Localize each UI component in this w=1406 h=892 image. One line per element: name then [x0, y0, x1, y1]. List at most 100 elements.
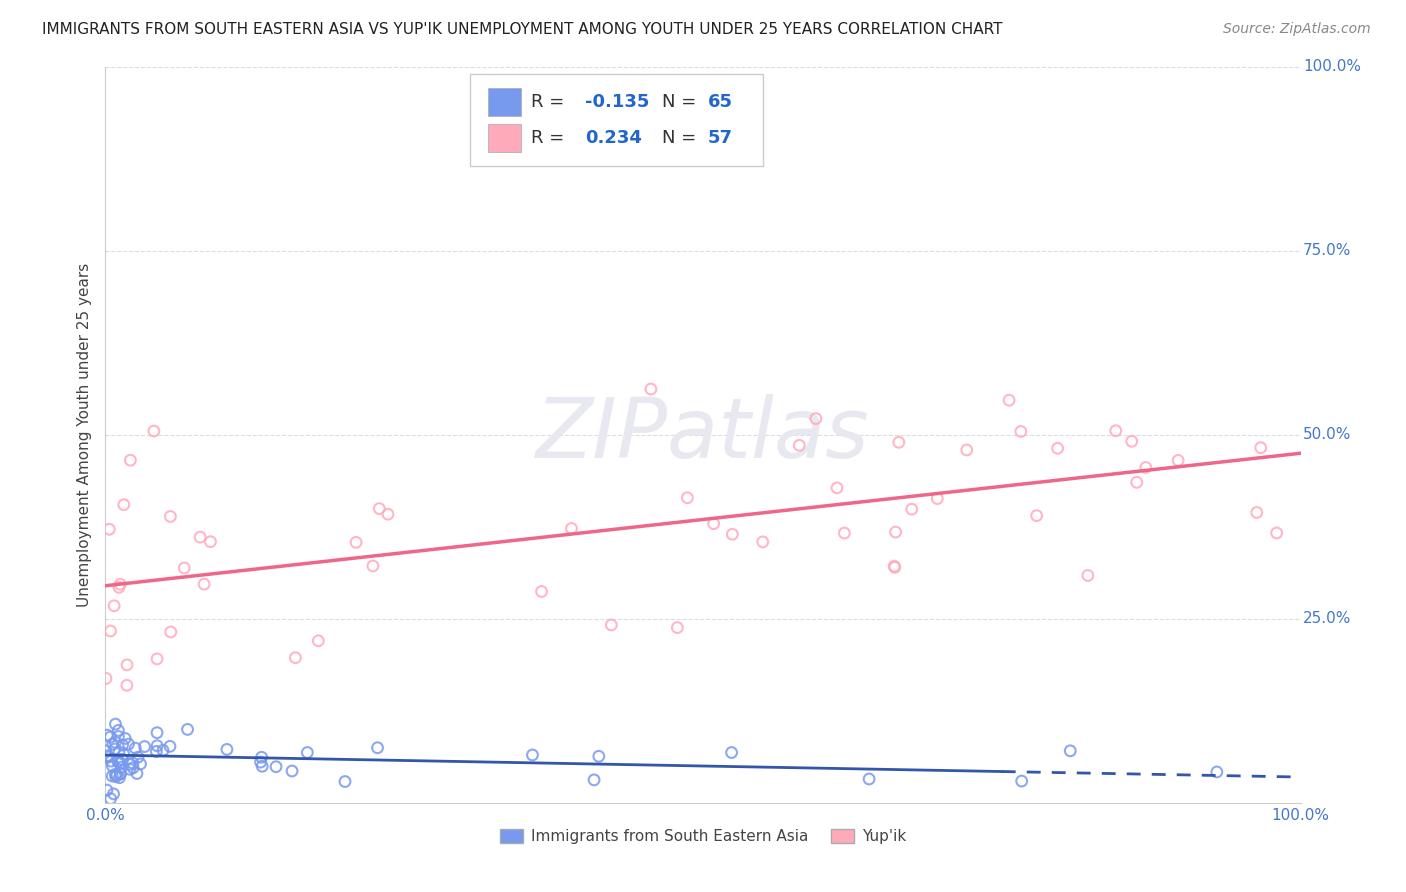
- Point: [104, 742, 127, 756]
- Point: [112, 498, 135, 512]
- Point: [100, 754, 122, 768]
- Point: [193, 577, 215, 591]
- Point: [249, 755, 271, 769]
- Point: [173, 561, 195, 575]
- Text: 0.234: 0.234: [585, 129, 641, 147]
- Legend: Immigrants from South Eastern Asia, Yup'ik: Immigrants from South Eastern Asia, Yup'…: [494, 823, 912, 850]
- Point: [159, 739, 181, 754]
- Point: [834, 526, 856, 541]
- Point: [1250, 441, 1272, 455]
- Text: R =: R =: [531, 94, 569, 112]
- Point: [264, 760, 287, 774]
- Point: [108, 771, 131, 785]
- Point: [1126, 475, 1149, 490]
- Point: [200, 534, 222, 549]
- Point: [215, 742, 238, 756]
- Point: [825, 481, 848, 495]
- Point: [377, 507, 399, 521]
- Point: [858, 772, 880, 786]
- Point: [1167, 453, 1189, 467]
- Point: [111, 738, 134, 752]
- Point: [122, 761, 145, 775]
- Point: [1135, 460, 1157, 475]
- Text: 75.0%: 75.0%: [1303, 244, 1351, 259]
- Point: [104, 717, 127, 731]
- Point: [284, 650, 307, 665]
- Point: [120, 453, 142, 467]
- Point: [121, 756, 143, 770]
- Point: [118, 757, 141, 772]
- Point: [666, 621, 689, 635]
- Point: [125, 766, 148, 780]
- Point: [884, 525, 907, 540]
- Point: [114, 731, 136, 746]
- Point: [101, 759, 124, 773]
- Point: [250, 759, 273, 773]
- Point: [107, 723, 129, 738]
- Point: [104, 735, 127, 749]
- Point: [145, 744, 167, 758]
- Point: [176, 723, 198, 737]
- Text: N =: N =: [662, 94, 703, 112]
- Point: [344, 535, 367, 549]
- Point: [100, 624, 122, 638]
- Point: [583, 772, 606, 787]
- Point: [108, 756, 131, 771]
- Point: [1046, 442, 1069, 456]
- Point: [104, 770, 127, 784]
- Point: [117, 737, 139, 751]
- Point: [160, 624, 183, 639]
- Point: [105, 768, 128, 782]
- Point: [96, 748, 118, 763]
- Text: ZIPatlas: ZIPatlas: [536, 394, 870, 475]
- Point: [101, 769, 124, 783]
- Point: [560, 521, 582, 535]
- Point: [108, 577, 131, 591]
- Point: [1025, 508, 1047, 523]
- Point: [1010, 425, 1032, 439]
- Point: [107, 754, 129, 768]
- Point: [956, 442, 979, 457]
- FancyBboxPatch shape: [470, 74, 762, 166]
- Point: [134, 739, 156, 754]
- Point: [110, 760, 132, 774]
- Point: [927, 491, 949, 506]
- Point: [703, 516, 725, 531]
- Text: -0.135: -0.135: [585, 94, 650, 112]
- Text: R =: R =: [531, 129, 569, 147]
- Point: [721, 527, 744, 541]
- Point: [887, 435, 910, 450]
- Point: [115, 657, 138, 672]
- Point: [104, 767, 127, 781]
- Point: [111, 752, 134, 766]
- Point: [94, 744, 117, 758]
- Point: [142, 424, 165, 438]
- Point: [368, 501, 391, 516]
- Point: [103, 599, 125, 613]
- Point: [97, 750, 120, 764]
- Y-axis label: Unemployment Among Youth under 25 years: Unemployment Among Youth under 25 years: [77, 263, 93, 607]
- Point: [107, 730, 129, 744]
- Text: 65: 65: [707, 94, 733, 112]
- Point: [720, 746, 742, 760]
- Point: [804, 411, 827, 425]
- Point: [1205, 764, 1227, 779]
- Point: [640, 382, 662, 396]
- Point: [297, 746, 319, 760]
- Point: [883, 559, 905, 574]
- Text: 25.0%: 25.0%: [1303, 611, 1351, 626]
- Point: [110, 767, 132, 781]
- Point: [129, 756, 152, 771]
- Point: [98, 522, 121, 536]
- Point: [100, 791, 122, 805]
- Point: [124, 741, 146, 756]
- Point: [107, 755, 129, 769]
- Text: Source: ZipAtlas.com: Source: ZipAtlas.com: [1223, 22, 1371, 37]
- Point: [752, 535, 775, 549]
- Point: [530, 584, 553, 599]
- Point: [127, 750, 149, 764]
- Point: [600, 618, 623, 632]
- Point: [1246, 506, 1268, 520]
- Text: N =: N =: [662, 129, 703, 147]
- Point: [367, 740, 389, 755]
